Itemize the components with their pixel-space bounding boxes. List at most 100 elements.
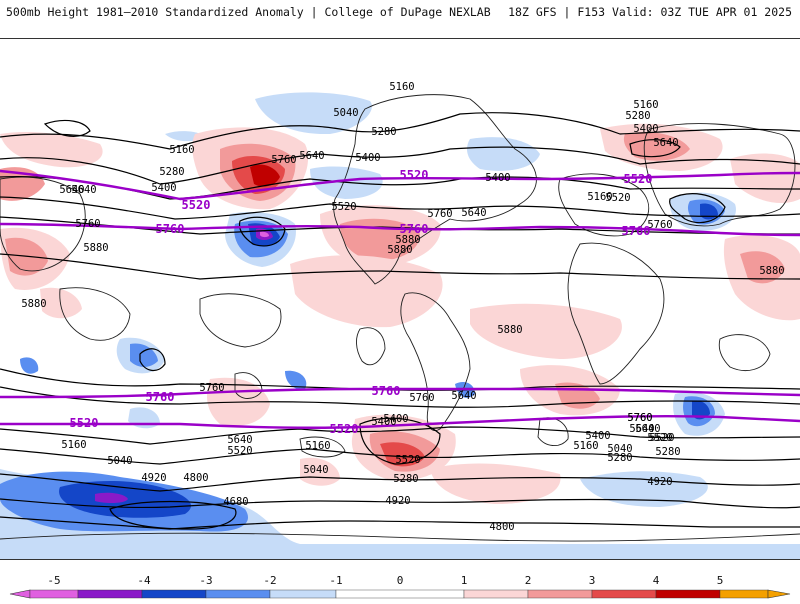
label-4920-c: 4920 bbox=[647, 476, 672, 488]
label-5640-b: 5640 bbox=[71, 184, 96, 196]
label-5640-f: 5640 bbox=[451, 390, 476, 402]
tick-neg5: -5 bbox=[47, 574, 60, 587]
label-5040-a: 5040 bbox=[333, 107, 358, 119]
colorbar-max-arrow bbox=[767, 589, 791, 599]
label-5400-g: 5400 bbox=[383, 413, 408, 425]
purple-label-5760-b: 5760 bbox=[400, 222, 429, 236]
label-5160-e: 5160 bbox=[61, 439, 86, 451]
purple-label-5520-e: 5520 bbox=[330, 422, 359, 436]
tick-0: 0 bbox=[397, 574, 404, 587]
label-5520-d: 5520 bbox=[649, 432, 674, 444]
label-5280-d: 5280 bbox=[393, 473, 418, 485]
label-5160-c: 5160 bbox=[633, 99, 658, 111]
label-5400-e: 5400 bbox=[371, 416, 396, 428]
colorbar-min-arrow bbox=[9, 589, 31, 599]
label-5160-g: 5160 bbox=[573, 440, 598, 452]
colorbar-bin-neg5 bbox=[29, 589, 79, 599]
colorbar-bin-pos3 bbox=[591, 589, 657, 599]
label-5160-d: 5160 bbox=[587, 191, 612, 203]
label-5400-b: 5400 bbox=[151, 182, 176, 194]
tick-neg4: -4 bbox=[137, 574, 151, 587]
label-5880-c: 5880 bbox=[759, 265, 784, 277]
label-5640-e: 5640 bbox=[59, 184, 84, 196]
label-5640-a: 5640 bbox=[299, 150, 324, 162]
label-5760-f: 5760 bbox=[409, 392, 434, 404]
label-5760-c: 5760 bbox=[75, 218, 100, 230]
label-5640-g: 5640 bbox=[227, 434, 252, 446]
colorbar-bin-neg3 bbox=[141, 589, 207, 599]
label-5880-d: 5880 bbox=[21, 298, 46, 310]
tick-neg3: -3 bbox=[199, 574, 212, 587]
colorbar-bin-pos4 bbox=[655, 589, 721, 599]
anomaly-colorbar: -5 -4 -3 -2 -1 0 1 2 3 4 5 bbox=[0, 570, 800, 600]
label-5520-b: 5520 bbox=[605, 192, 630, 204]
label-5040-b: 5040 bbox=[107, 455, 132, 467]
label-5760-h: 5760 bbox=[627, 412, 652, 424]
label-5280-a: 5280 bbox=[371, 126, 396, 138]
model-run-info: 18Z GFS | F153 Valid: 03Z TUE APR 01 202… bbox=[508, 5, 792, 19]
label-5640-c: 5640 bbox=[653, 137, 678, 149]
label-5760-e: 5760 bbox=[199, 382, 224, 394]
tick-2: 2 bbox=[525, 574, 532, 587]
label-5760-b: 5760 bbox=[427, 208, 452, 220]
map-svg: 5160 5040 5280 5400 5640 5160 5280 5400 … bbox=[0, 39, 800, 559]
purple-label-5520-a: 5520 bbox=[400, 168, 429, 182]
label-5040-d: 5040 bbox=[607, 443, 632, 455]
colorbar-bin-neg1 bbox=[269, 589, 337, 599]
label-5160-f: 5160 bbox=[305, 440, 330, 452]
purple-label-5760-e: 5760 bbox=[372, 384, 401, 398]
colorbar-bin-neg4 bbox=[77, 589, 143, 599]
label-4800-a: 4800 bbox=[183, 472, 208, 484]
label-4800-b: 4800 bbox=[489, 521, 514, 533]
label-5880-e: 5880 bbox=[497, 324, 522, 336]
label-5160-b: 5160 bbox=[169, 144, 194, 156]
purple-label-5760-a: 5760 bbox=[156, 222, 185, 236]
colorbar-bin-neg2 bbox=[205, 589, 271, 599]
tick-neg1: -1 bbox=[329, 574, 342, 587]
colorbar-ticks: -5 -4 -3 -2 -1 0 1 2 3 4 5 bbox=[47, 574, 723, 587]
label-5640-d: 5640 bbox=[461, 207, 486, 219]
label-5400-d: 5400 bbox=[485, 172, 510, 184]
label-5520-a: 5520 bbox=[331, 201, 356, 213]
tick-3: 3 bbox=[589, 574, 596, 587]
purple-label-5520-b: 5520 bbox=[182, 198, 211, 212]
label-5640-h: 5640 bbox=[635, 423, 660, 435]
purple-label-5520-d: 5520 bbox=[70, 416, 99, 430]
label-5280-b: 5280 bbox=[159, 166, 184, 178]
label-5760-g: 5760 bbox=[627, 412, 652, 424]
label-4680-a: 4680 bbox=[223, 496, 248, 508]
colorbar-bin-pos1 bbox=[463, 589, 529, 599]
label-5520-e: 5520 bbox=[395, 454, 420, 466]
tick-neg2: -2 bbox=[263, 574, 276, 587]
label-5520-f: 5520 bbox=[647, 432, 672, 444]
label-5280-e: 5280 bbox=[607, 452, 632, 464]
label-5400-a: 5400 bbox=[355, 152, 380, 164]
tick-4: 4 bbox=[653, 574, 660, 587]
label-5880-a: 5880 bbox=[395, 234, 420, 246]
tick-5: 5 bbox=[717, 574, 724, 587]
colorbar-svg: -5 -4 -3 -2 -1 0 1 2 3 4 5 bbox=[9, 574, 791, 599]
tick-1: 1 bbox=[461, 574, 468, 587]
anomaly-map: 5160 5040 5280 5400 5640 5160 5280 5400 … bbox=[0, 38, 800, 560]
label-5520-c: 5520 bbox=[227, 445, 252, 457]
highlight-contour-labels: 5520 5520 5760 5760 5760 5520 5760 5760 … bbox=[70, 168, 653, 436]
purple-label-5760-d: 5760 bbox=[146, 390, 175, 404]
label-5760-a: 5760 bbox=[271, 154, 296, 166]
highlight-contours bbox=[0, 169, 800, 430]
label-4920-a: 4920 bbox=[141, 472, 166, 484]
label-4920-b: 4920 bbox=[385, 495, 410, 507]
label-5400-c: 5400 bbox=[633, 123, 658, 135]
purple-label-5520-c: 5520 bbox=[624, 172, 653, 186]
label-5880-f: 5880 bbox=[387, 244, 412, 256]
label-5160-a: 5160 bbox=[389, 81, 414, 93]
label-5400-f: 5400 bbox=[585, 430, 610, 442]
colorbar-bin-pos2 bbox=[527, 589, 593, 599]
purple-label-5760-c: 5760 bbox=[622, 224, 651, 238]
label-5280-c: 5280 bbox=[625, 110, 650, 122]
colorbar-bin-neutral bbox=[335, 589, 465, 599]
label-5040-c: 5040 bbox=[303, 464, 328, 476]
colorbar-bin-pos5 bbox=[719, 589, 769, 599]
label-5640-i: 5640 bbox=[629, 423, 654, 435]
label-5760-d: 5760 bbox=[647, 219, 672, 231]
label-5880-b: 5880 bbox=[83, 242, 108, 254]
